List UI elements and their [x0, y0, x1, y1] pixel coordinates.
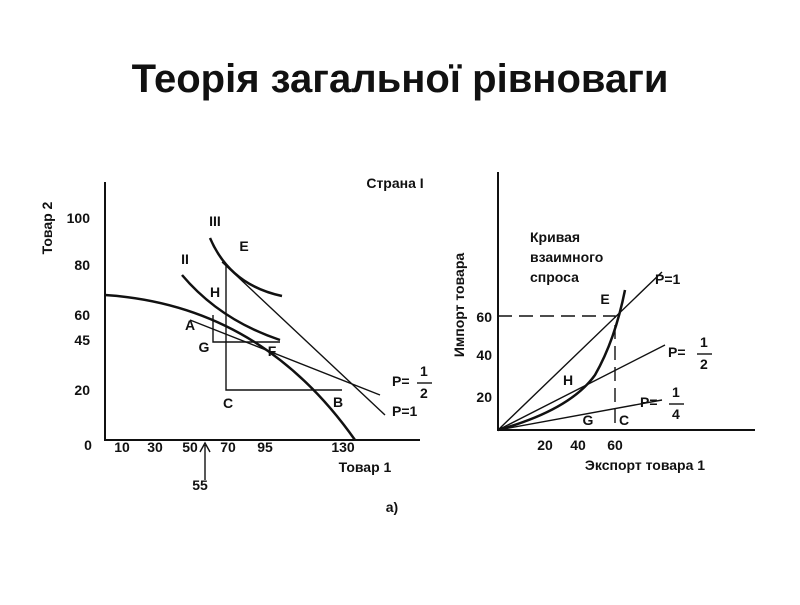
- origin: 0: [84, 437, 92, 453]
- x-label: Товар 1: [339, 459, 392, 475]
- x-label: Экспорт товара 1: [585, 457, 705, 473]
- axes: [104, 182, 420, 441]
- point-label: G: [583, 412, 594, 428]
- indiff-ii: [181, 274, 281, 342]
- x-tick-label: 30: [147, 439, 163, 455]
- x-tick-label: 130: [331, 439, 355, 455]
- y-label: Импорт товара: [451, 253, 467, 358]
- point-label: A: [185, 317, 195, 333]
- x-tick-label: 70: [220, 439, 236, 455]
- y-tick-label: 20: [74, 382, 90, 398]
- right-diagram: Импорт товара Экспорт товара 1 Кривая вз…: [451, 172, 755, 473]
- price-line-one: [221, 261, 386, 416]
- y-tick-label: 100: [67, 210, 91, 226]
- trade-triangle: [212, 265, 342, 391]
- point-label: F: [268, 343, 277, 359]
- left-diagram: Страна I Товар 2 Товар 1 а) 0 55 P= 1 2 …: [39, 175, 432, 515]
- point-label: E: [239, 238, 248, 254]
- ppf: [104, 293, 357, 441]
- price-one: P=1: [392, 403, 418, 419]
- point-label: E: [600, 291, 609, 307]
- curve-label: спроса: [530, 269, 579, 285]
- price-prefix: P=: [668, 344, 686, 360]
- price-num: 1: [672, 384, 680, 400]
- price-num: 1: [700, 334, 708, 350]
- y-tick-label: 40: [476, 347, 492, 363]
- panel: а): [386, 499, 398, 515]
- slide-title: Теорія загальної рівноваги: [132, 57, 669, 101]
- price-line-half: [189, 319, 381, 396]
- x-tick-label: 10: [114, 439, 130, 455]
- point-label: B: [333, 394, 343, 410]
- y-tick-label: 60: [476, 309, 492, 325]
- point-label: H: [563, 372, 573, 388]
- axes: [497, 172, 755, 431]
- price-prefix: P=: [640, 394, 658, 410]
- x-tick-label: 95: [257, 439, 273, 455]
- dashed-guides: [498, 315, 616, 430]
- price-one: P=1: [655, 271, 681, 287]
- marker: 55: [192, 477, 208, 493]
- point-label: H: [210, 284, 220, 300]
- point-label: III: [209, 213, 221, 229]
- x-tick-label: 60: [607, 437, 623, 453]
- offer-curve: [497, 289, 627, 432]
- point-label: C: [223, 395, 233, 411]
- curve-label: взаимного: [530, 249, 603, 265]
- x-tick-label: 50: [182, 439, 198, 455]
- x-tick-label: 20: [537, 437, 553, 453]
- price-num: 1: [420, 363, 428, 379]
- point-label: II: [181, 251, 189, 267]
- indiff-iii: [208, 237, 283, 298]
- x-tick-label: 40: [570, 437, 586, 453]
- price-den: 2: [420, 385, 428, 401]
- point-label: G: [199, 339, 210, 355]
- price-den: 2: [700, 356, 708, 372]
- y-tick-label: 80: [74, 257, 90, 273]
- y-label: Товар 2: [39, 201, 55, 254]
- y-tick-label: 60: [74, 307, 90, 323]
- curve-label: Кривая: [530, 229, 580, 245]
- price-den: 4: [672, 406, 680, 422]
- price-lines: [497, 271, 666, 431]
- y-tick-label: 45: [74, 332, 90, 348]
- price-prefix: P=: [392, 373, 410, 389]
- y-tick-label: 20: [476, 389, 492, 405]
- arrow: [199, 441, 211, 480]
- point-label: C: [619, 412, 629, 428]
- country: Страна I: [366, 175, 423, 191]
